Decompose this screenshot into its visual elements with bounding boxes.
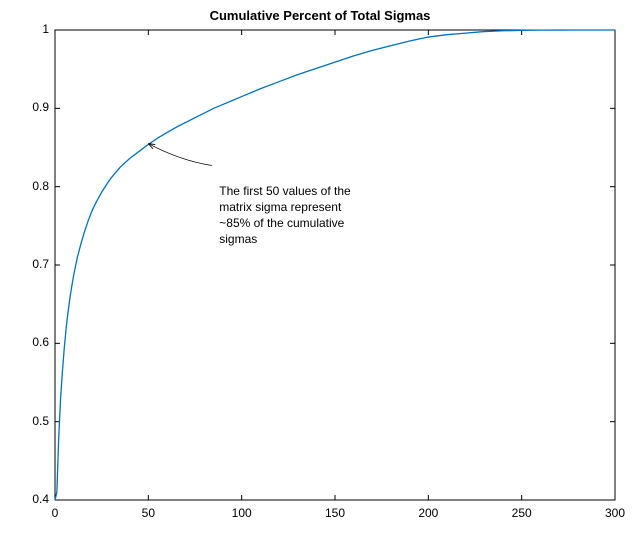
- x-tick-label: 200: [413, 506, 443, 520]
- y-tick-label: 0.5: [32, 414, 49, 428]
- y-tick-label: 1: [42, 22, 49, 36]
- y-tick-label: 0.6: [32, 335, 49, 349]
- x-tick-label: 150: [320, 506, 350, 520]
- annotation-text: The first 50 values of the matrix sigma …: [219, 183, 350, 248]
- y-tick-label: 0.7: [32, 257, 49, 271]
- x-tick-label: 0: [40, 506, 70, 520]
- x-tick-label: 300: [600, 506, 630, 520]
- chart-title: Cumulative Percent of Total Sigmas: [0, 8, 640, 23]
- x-tick-label: 50: [133, 506, 163, 520]
- chart-container: Cumulative Percent of Total Sigmas The f…: [0, 0, 640, 541]
- x-tick-label: 100: [227, 506, 257, 520]
- y-tick-label: 0.9: [32, 100, 49, 114]
- y-tick-label: 0.8: [32, 179, 49, 193]
- x-tick-label: 250: [507, 506, 537, 520]
- y-tick-label: 0.4: [32, 492, 49, 506]
- chart-svg: [0, 0, 640, 541]
